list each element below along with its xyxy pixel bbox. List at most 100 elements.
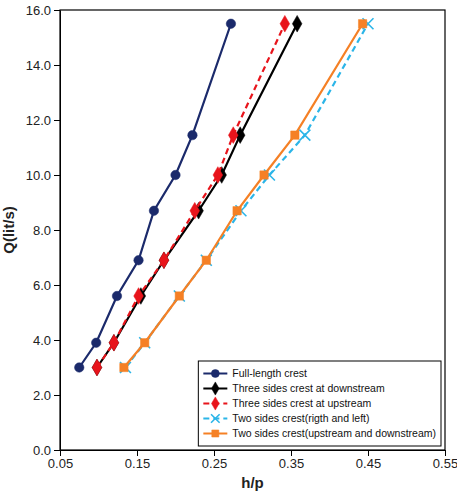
y-tick-label: 16.0 (26, 3, 51, 18)
legend-box (198, 361, 441, 446)
y-tick-mark (54, 395, 60, 396)
series-marker (141, 339, 149, 347)
legend-entry: Three sides crest at downstream (203, 382, 385, 395)
series-marker (91, 338, 100, 347)
legend-entry: Full-length crest (203, 367, 307, 379)
legend-label: Two sides crest(upstream and downstream) (232, 427, 436, 439)
x-tick-mark (214, 450, 215, 456)
legend-marker (212, 382, 220, 395)
series-marker (149, 206, 158, 215)
legend-label: Full-length crest (232, 367, 307, 379)
y-tick-label: 10.0 (26, 168, 51, 183)
y-tick: 0.0 (33, 443, 60, 458)
y-tick: 4.0 (33, 333, 60, 348)
legend-marker (212, 397, 220, 410)
x-axis-title: h/p (241, 474, 264, 491)
x-tick-mark (291, 450, 292, 456)
y-tick-mark (54, 65, 60, 66)
x-tick-label: 0.25 (202, 456, 227, 471)
y-tick-mark (54, 120, 60, 121)
series-marker (120, 363, 128, 371)
x-tick-mark (60, 450, 61, 456)
series-line (97, 24, 297, 368)
series-marker (75, 363, 84, 372)
series-marker (299, 130, 310, 141)
x-tick-label: 0.35 (279, 456, 304, 471)
y-tick-mark (54, 340, 60, 341)
y-tick: 12.0 (26, 113, 60, 128)
x-tick: 0.05 (48, 450, 73, 471)
legend-marker (211, 414, 220, 423)
y-tick: 16.0 (26, 3, 60, 18)
y-tick-mark (54, 230, 60, 231)
series-marker (213, 167, 223, 184)
legend-marker (212, 430, 219, 437)
y-tick-mark (54, 10, 60, 11)
legend-entry: Two sides crest(rigth and left) (203, 412, 369, 424)
series-marker (201, 255, 212, 266)
series-marker (190, 202, 200, 219)
series-line (124, 24, 363, 368)
series-marker (175, 292, 183, 300)
y-tick: 6.0 (33, 278, 60, 293)
y-tick-mark (54, 450, 60, 451)
series-marker (202, 256, 210, 264)
plot-frame (60, 10, 445, 450)
x-tick: 0.55 (433, 450, 457, 471)
y-tick-label: 14.0 (26, 58, 51, 73)
series-marker (134, 256, 143, 265)
x-axis: 0.05 0.15 0.25 0.35 0.45 0.55 (48, 450, 457, 471)
y-axis: 0.0 2.0 4.0 6.0 8.0 10.0 12.0 14.0 16.0 (26, 3, 61, 458)
series-marker (226, 19, 235, 28)
series-marker (92, 359, 102, 376)
series-line (97, 24, 285, 368)
series-marker (139, 337, 150, 348)
legend-marker (211, 370, 219, 378)
series-marker (280, 15, 290, 32)
series-marker (188, 130, 197, 139)
legend-label: Three sides crest at downstream (232, 382, 385, 394)
y-tick-label: 6.0 (33, 278, 51, 293)
x-tick: 0.45 (356, 450, 381, 471)
series-marker (358, 20, 366, 28)
y-tick: 8.0 (33, 223, 60, 238)
x-tick-mark (445, 450, 446, 456)
series-marker (112, 291, 121, 300)
legend-entry: Three sides crest at upstream (203, 397, 371, 410)
series-marker (292, 15, 302, 32)
legend-label: Three sides crest at upstream (232, 397, 371, 409)
y-tick-mark (54, 175, 60, 176)
legend-entry: Two sides crest(upstream and downstream) (203, 427, 436, 439)
x-tick: 0.25 (202, 450, 227, 471)
x-tick-label: 0.55 (433, 456, 457, 471)
y-tick-label: 12.0 (26, 113, 51, 128)
series-marker (92, 359, 102, 376)
x-tick-mark (368, 450, 369, 456)
y-tick: 10.0 (26, 168, 60, 183)
y-tick-mark (54, 285, 60, 286)
y-tick-label: 8.0 (33, 223, 51, 238)
series-marker (233, 207, 241, 215)
legend: Full-length crest Three sides crest at do… (198, 361, 441, 446)
y-tick-label: 0.0 (33, 443, 51, 458)
plot: 0.05 0.15 0.25 0.35 0.45 0.55 0.0 2.0 4.0 6.0 8.0 1… (26, 3, 457, 472)
y-tick-label: 2.0 (33, 388, 51, 403)
data-area (75, 15, 374, 375)
legend-label: Two sides crest(rigth and left) (232, 412, 369, 424)
x-tick: 0.35 (279, 450, 304, 471)
series-marker (228, 127, 238, 144)
series-marker (174, 291, 185, 302)
series-marker (291, 131, 299, 139)
x-tick-mark (137, 450, 138, 456)
series-marker (159, 252, 169, 269)
y-tick: 14.0 (26, 58, 60, 73)
x-tick-label: 0.15 (125, 456, 150, 471)
series-marker (134, 288, 144, 305)
series-marker (260, 171, 268, 179)
chart: 0.05 0.15 0.25 0.35 0.45 0.55 0.0 2.0 4.0 6.0 8.0 1… (0, 0, 457, 500)
y-axis-title: Q(lit/s) (0, 206, 17, 254)
x-tick: 0.15 (125, 450, 150, 471)
series-marker (120, 362, 131, 373)
series-marker (171, 170, 180, 179)
series-marker (109, 334, 119, 351)
